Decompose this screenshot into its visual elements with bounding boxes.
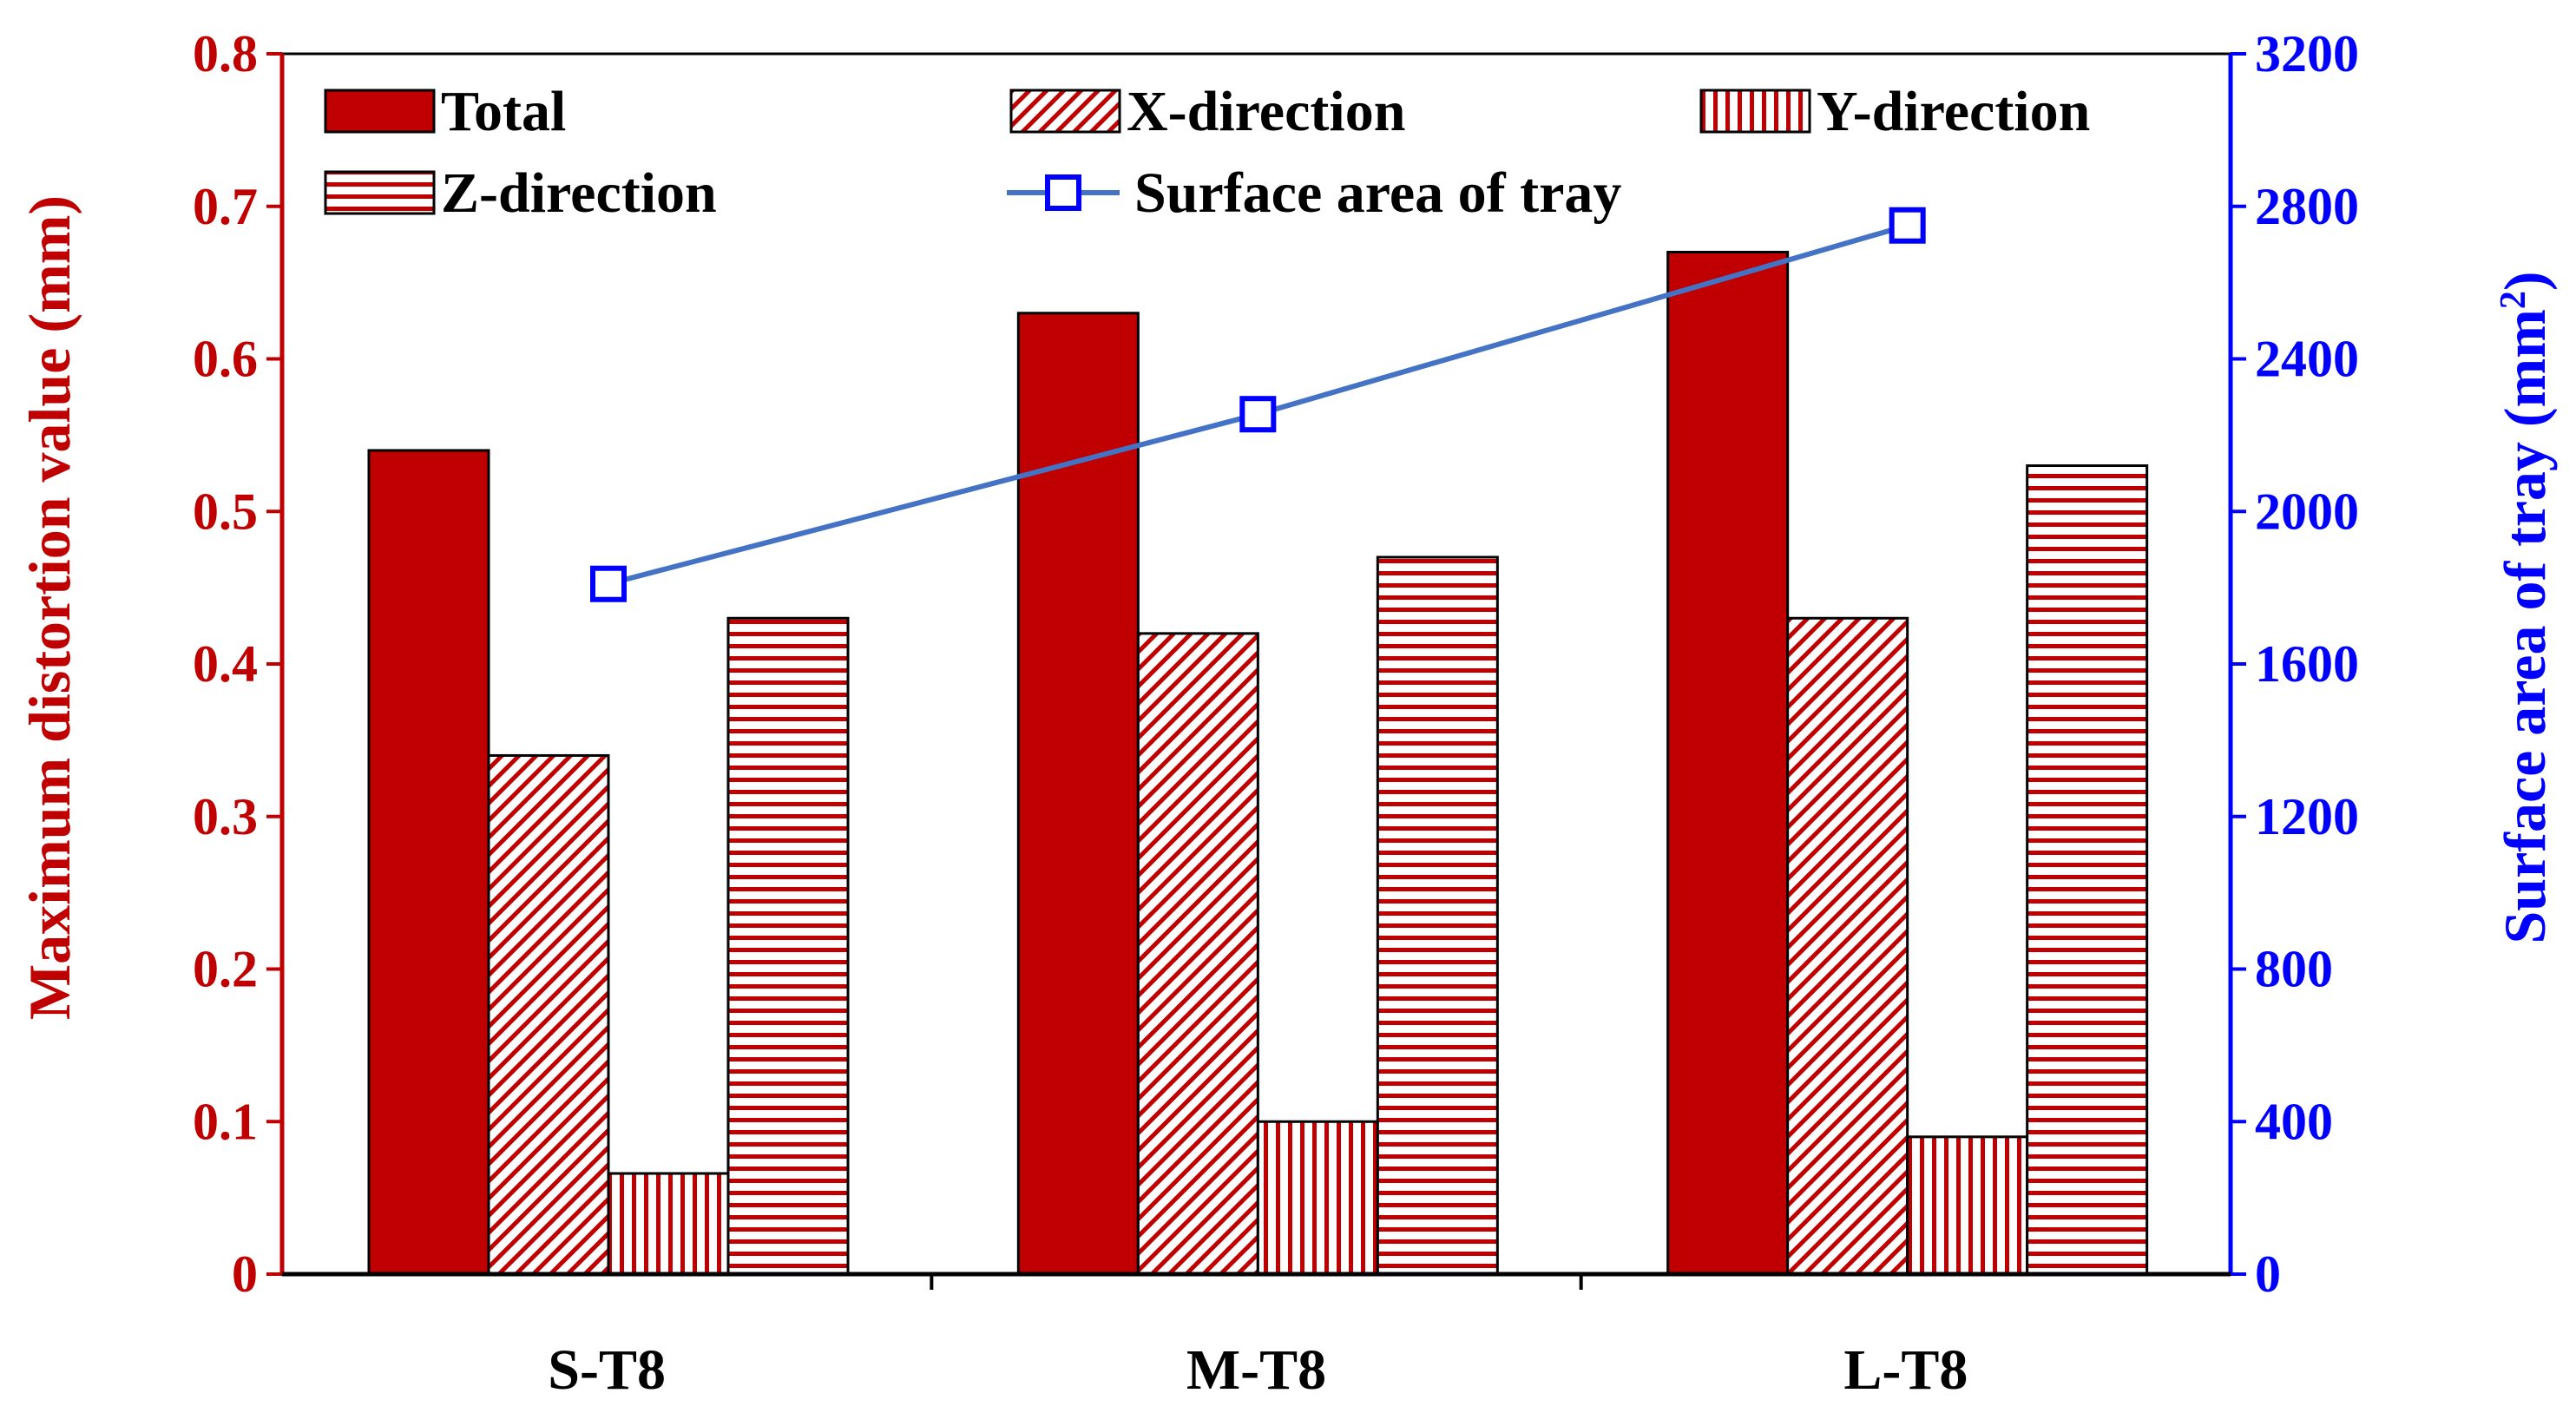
right-tick-label: 2400 (2255, 331, 2359, 388)
right-tick-label: 2800 (2255, 178, 2359, 235)
x-tick-label: L-T8 (1843, 1338, 1968, 1402)
legend-swatch-x-direction (1009, 89, 1121, 134)
bar-x-direction-s-t8 (487, 753, 610, 1276)
bar-z-direction-l-t8 (2026, 464, 2149, 1276)
x-tick-label: S-T8 (548, 1338, 666, 1402)
left-tick-label: 0.2 (193, 941, 258, 998)
bar-z-direction-m-t8 (1376, 555, 1499, 1276)
surface-area-marker-l-t8 (1889, 207, 1926, 244)
right-tick-label: 800 (2255, 941, 2333, 998)
right-tick-label: 400 (2255, 1093, 2333, 1150)
right-axis-label-main: Surface area of tray (mm (2492, 309, 2558, 943)
bar-total-m-t8 (1016, 312, 1140, 1276)
line-series-group (590, 207, 1926, 602)
right-axis-label: Surface area of tray (mm2) (2492, 271, 2558, 943)
legend-swatch-z-direction (324, 170, 436, 215)
legend-swatch-total (324, 89, 436, 134)
left-tick-label: 0.3 (193, 788, 258, 845)
surface-area-marker-m-t8 (1239, 396, 1277, 433)
legend-label-x-direction: X-direction (1127, 80, 1405, 143)
left-tick-label: 0.4 (193, 635, 258, 693)
left-tick-label: 0.8 (193, 25, 258, 82)
left-tick-label: 0.7 (193, 178, 258, 235)
legend: Total X-direction Y-direction Z-direction Su… (324, 80, 2090, 225)
right-tick-label: 2000 (2255, 483, 2359, 540)
left-tick-label: 0 (232, 1245, 258, 1303)
bar-x-direction-l-t8 (1786, 616, 1909, 1276)
left-axis-label: Maximum distortion value (mm) (16, 195, 82, 1020)
right-tick-label: 1600 (2255, 635, 2359, 693)
surface-area-marker-s-t8 (590, 565, 627, 602)
legend-marker-surface-area-of-tray (1045, 174, 1081, 211)
bar-y-direction-m-t8 (1256, 1120, 1379, 1276)
legend-label-y-direction: Y-direction (1817, 80, 2090, 143)
legend-swatch-y-direction (1699, 89, 1811, 134)
legend-label-z-direction: Z-direction (441, 161, 717, 225)
right-tick-label: 0 (2255, 1245, 2281, 1303)
right-axis-label-close: ) (2492, 271, 2558, 291)
left-axis-ticks: 0 0.1 0.2 0.3 0.4 0.5 0.6 0.7 0.8 (193, 25, 282, 1303)
left-tick-label: 0.6 (193, 331, 258, 388)
right-axis-label-sup: 2 (2494, 291, 2533, 309)
left-tick-label: 0.5 (193, 483, 258, 540)
left-tick-label: 0.1 (193, 1093, 258, 1150)
x-tick-label: M-T8 (1186, 1338, 1326, 1402)
x-axis-ticks: S-T8 M-T8 L-T8 (548, 1274, 1968, 1402)
legend-label-surface-area-of-tray: Surface area of tray (1134, 161, 1621, 225)
legend-label-total: Total (441, 80, 566, 143)
right-tick-label: 1200 (2255, 788, 2359, 845)
right-axis-ticks: 0 400 800 1200 1600 2000 2400 2800 3200 (2231, 25, 2359, 1303)
bar-y-direction-l-t8 (1906, 1135, 2029, 1276)
bar-z-direction-s-t8 (726, 616, 850, 1276)
bar-x-direction-m-t8 (1136, 632, 1259, 1276)
right-tick-label: 3200 (2255, 25, 2359, 82)
bar-y-direction-s-t8 (607, 1172, 730, 1276)
bar-total-s-t8 (367, 449, 490, 1276)
bar-total-l-t8 (1666, 250, 1790, 1276)
